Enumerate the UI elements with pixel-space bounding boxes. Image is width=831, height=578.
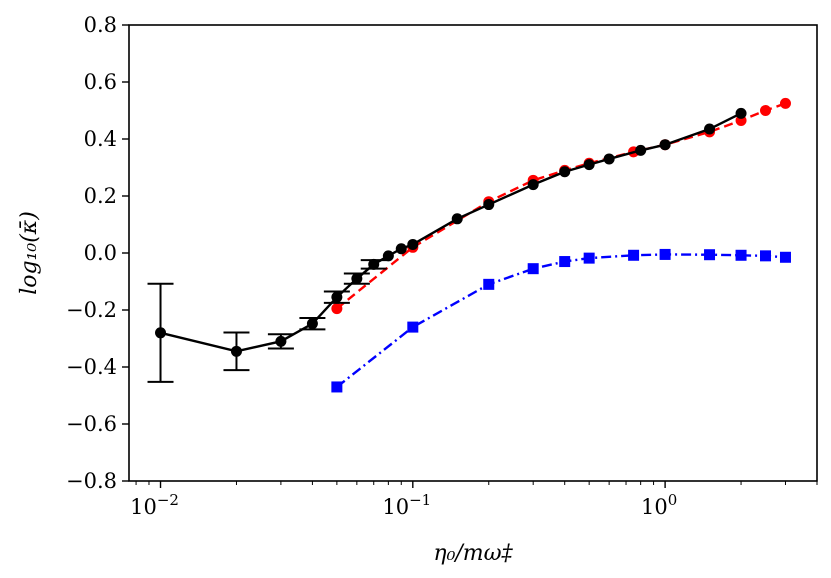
data-point	[735, 107, 747, 119]
y-tick-label: 0.6	[84, 70, 117, 94]
data-point	[760, 250, 772, 262]
data-point	[230, 345, 242, 357]
data-point	[704, 249, 716, 261]
x-axis: 10−2 10−1 100	[130, 481, 818, 519]
y-tick-label: −0.2	[66, 298, 117, 322]
series-line	[336, 102, 786, 310]
data-point	[331, 381, 343, 393]
y-tick-label: 0.0	[84, 241, 117, 265]
data-point	[635, 144, 647, 156]
x-tick-label: 10−2	[130, 491, 179, 519]
x-tick-label: 100	[641, 491, 677, 519]
data-point	[779, 97, 791, 109]
data-point	[760, 105, 772, 116]
data-point	[395, 243, 407, 255]
data-point	[583, 159, 595, 171]
data-point	[628, 249, 640, 261]
data-point	[382, 250, 394, 262]
series-line	[160, 112, 742, 353]
y-tick-label: 0.8	[84, 13, 117, 37]
series-layer	[147, 97, 791, 393]
data-point	[351, 273, 363, 285]
data-point	[779, 251, 791, 263]
data-point	[483, 278, 495, 290]
y-tick-label: −0.6	[66, 412, 117, 436]
data-point	[155, 327, 167, 339]
data-point	[483, 199, 495, 211]
y-tick-label: −0.4	[66, 355, 117, 379]
y-axis-label: log₁₀(κ̄)	[17, 211, 42, 295]
data-point	[306, 318, 318, 330]
data-point	[368, 258, 380, 270]
data-point	[603, 153, 615, 165]
data-point	[659, 139, 671, 151]
y-tick-label: −0.8	[66, 469, 117, 493]
data-point	[407, 238, 419, 250]
data-point	[704, 123, 716, 135]
x-tick-label: 10−1	[382, 491, 431, 519]
y-tick-label: 0.2	[84, 184, 117, 208]
series-blue	[331, 248, 791, 393]
series-black	[147, 107, 747, 383]
data-point	[331, 291, 343, 303]
data-point	[527, 263, 539, 275]
data-point	[735, 249, 747, 261]
data-point	[275, 335, 287, 347]
series-line	[336, 253, 786, 388]
data-point	[331, 303, 343, 315]
data-point	[559, 256, 571, 268]
x-axis-label: η₀/mω‡	[433, 541, 513, 566]
data-point	[451, 213, 463, 225]
y-axis: −0.8 −0.6 −0.4 −0.2 0.0 0.2 0.4 0.6 0.8	[66, 13, 129, 493]
y-tick-label: 0.4	[84, 127, 117, 151]
data-point	[659, 248, 671, 260]
data-point	[583, 252, 595, 264]
data-point	[559, 166, 571, 178]
series-red	[331, 97, 791, 315]
data-point	[407, 321, 419, 333]
data-point	[527, 179, 539, 191]
